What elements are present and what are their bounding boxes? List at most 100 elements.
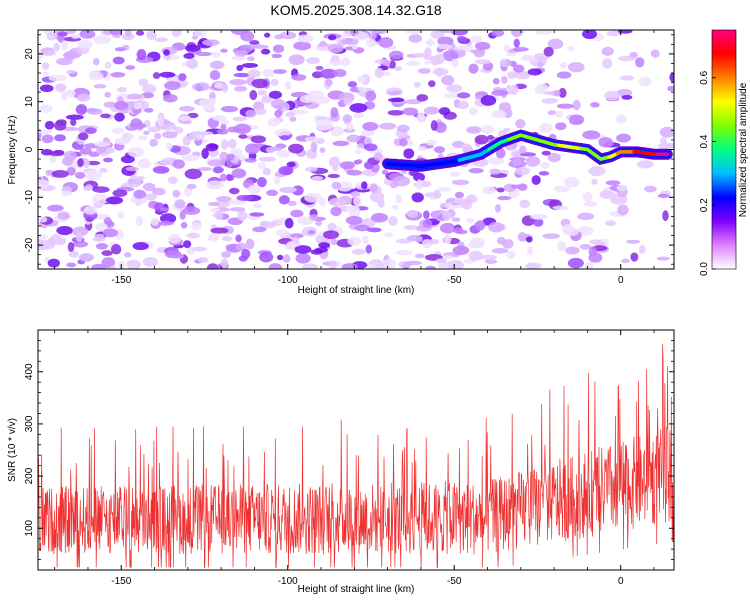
heatmap-noise-blob <box>328 156 341 168</box>
heatmap-noise-blob <box>564 176 580 188</box>
heatmap-noise-blob <box>100 113 111 119</box>
heatmap-noise-blob <box>381 169 389 175</box>
heatmap-noise-blob <box>499 58 511 68</box>
heatmap-noise-blob <box>182 135 191 146</box>
heatmap-noise-blob <box>56 225 73 236</box>
heatmap-noise-blob <box>259 221 276 229</box>
heatmap-noise-blob <box>361 181 368 190</box>
heatmap-noise-blob <box>605 220 617 227</box>
heatmap-noise-blob <box>207 233 220 242</box>
heatmap-noise-blob <box>469 35 483 43</box>
heatmap-noise-blob <box>491 30 505 37</box>
heatmap-noise-blob <box>251 44 270 49</box>
heatmap-noise-blob <box>236 194 253 201</box>
heatmap-noise-blob <box>617 55 636 62</box>
heatmap-noise-blob <box>582 30 598 40</box>
heatmap-noise-blob <box>388 216 398 227</box>
heatmap-noise-blob <box>468 107 478 116</box>
heatmap-noise-blob <box>95 222 108 231</box>
heatmap-noise-blob <box>424 60 431 65</box>
heatmap-noise-blob <box>172 189 181 198</box>
heatmap-noise-blob <box>162 131 178 139</box>
heatmap-noise-blob <box>509 60 517 68</box>
heatmap-noise-blob <box>154 37 168 43</box>
heatmap-noise-blob <box>79 30 96 39</box>
heatmap-noise-blob <box>294 245 312 254</box>
heatmap-noise-blob <box>354 224 370 232</box>
heatmap-noise-blob <box>667 85 674 92</box>
heatmap-noise-blob <box>452 227 464 234</box>
heatmap-xtick-label: -50 <box>447 275 462 286</box>
heatmap-noise-blob <box>506 250 516 260</box>
heatmap-noise-blob <box>278 195 290 205</box>
heatmap-noise-blob <box>238 134 248 139</box>
heatmap-noise-blob <box>353 195 362 207</box>
heatmap-noise-blob <box>461 143 472 152</box>
heatmap-noise-blob <box>423 106 440 115</box>
heatmap-noise-blob <box>356 143 365 149</box>
heatmap-noise-blob <box>572 99 581 111</box>
heatmap-noise-blob <box>395 194 403 204</box>
heatmap-noise-blob <box>536 83 549 92</box>
heatmap-noise-blob <box>406 60 421 67</box>
heatmap-noise-blob <box>101 250 113 256</box>
heatmap-noise-blob <box>47 204 64 212</box>
heatmap-noise-blob <box>288 143 304 154</box>
heatmap-noise-blob <box>332 140 350 147</box>
heatmap-noise-blob <box>67 242 75 253</box>
heatmap-noise-blob <box>206 263 219 269</box>
heatmap-noise-blob <box>503 44 511 52</box>
heatmap-noise-blob <box>474 134 489 145</box>
heatmap-noise-blob <box>644 185 657 193</box>
heatmap-noise-blob <box>315 46 331 52</box>
heatmap-noise-blob <box>148 126 161 133</box>
heatmap-noise-blob <box>88 151 100 158</box>
heatmap-noise-blob <box>172 159 185 169</box>
heatmap-noise-blob <box>197 167 213 172</box>
colorbar: 0.0 0.2 0.4 0.6 Normalized spectral amplitu… <box>699 29 749 276</box>
heatmap-noise-blob <box>144 193 157 201</box>
heatmap-noise-blob <box>474 59 491 65</box>
heatmap-noise-blob <box>152 165 170 174</box>
heatmap-noise-blob <box>125 133 135 140</box>
heatmap-noise-blob <box>304 166 318 172</box>
heatmap-noise-blob <box>146 30 157 40</box>
heatmap-noise-blob <box>272 44 285 53</box>
heatmap-noise-blob <box>480 124 495 134</box>
heatmap-noise-blob <box>235 234 242 243</box>
heatmap-noise-blob <box>105 196 124 205</box>
heatmap-noise-blob <box>331 181 342 190</box>
heatmap-noise-blob <box>565 246 580 255</box>
heatmap-noise-blob <box>659 137 667 145</box>
heatmap-noise-blob <box>284 217 294 229</box>
heatmap-noise-blob <box>38 175 44 182</box>
heatmap-noise-blob <box>38 233 48 240</box>
heatmap-noise-blob <box>454 191 464 199</box>
heatmap-noise-blob <box>270 98 286 109</box>
heatmap-noise-blob <box>156 117 164 126</box>
heatmap-noise-blob <box>241 248 251 259</box>
heatmap-noise-blob <box>65 114 84 120</box>
heatmap-noise-blob <box>110 72 126 78</box>
heatmap-noise-blob <box>85 184 93 191</box>
heatmap-noise-blob <box>201 148 209 159</box>
heatmap-noise-blob <box>274 109 283 118</box>
heatmap-noise-blob <box>515 118 526 129</box>
heatmap-noise-blob <box>178 115 192 122</box>
heatmap-noise-blob <box>332 68 347 78</box>
heatmap-noise-blob <box>621 258 631 264</box>
heatmap-noise-blob <box>206 180 224 190</box>
heatmap-noise-blob <box>558 87 567 98</box>
heatmap-noise-blob <box>70 118 77 126</box>
heatmap-noise-blob <box>454 46 468 51</box>
heatmap-noise-blob <box>221 235 233 242</box>
heatmap-noise-blob <box>527 68 542 76</box>
heatmap-noise-blob <box>249 40 260 45</box>
heatmap-noise-blob <box>245 109 257 118</box>
heatmap-noise-blob <box>451 179 470 186</box>
heatmap-noise-blob <box>252 226 267 233</box>
heatmap-noise-blob <box>330 126 344 137</box>
heatmap-noise-blob <box>182 240 192 249</box>
heatmap-noise-blob <box>245 238 255 250</box>
